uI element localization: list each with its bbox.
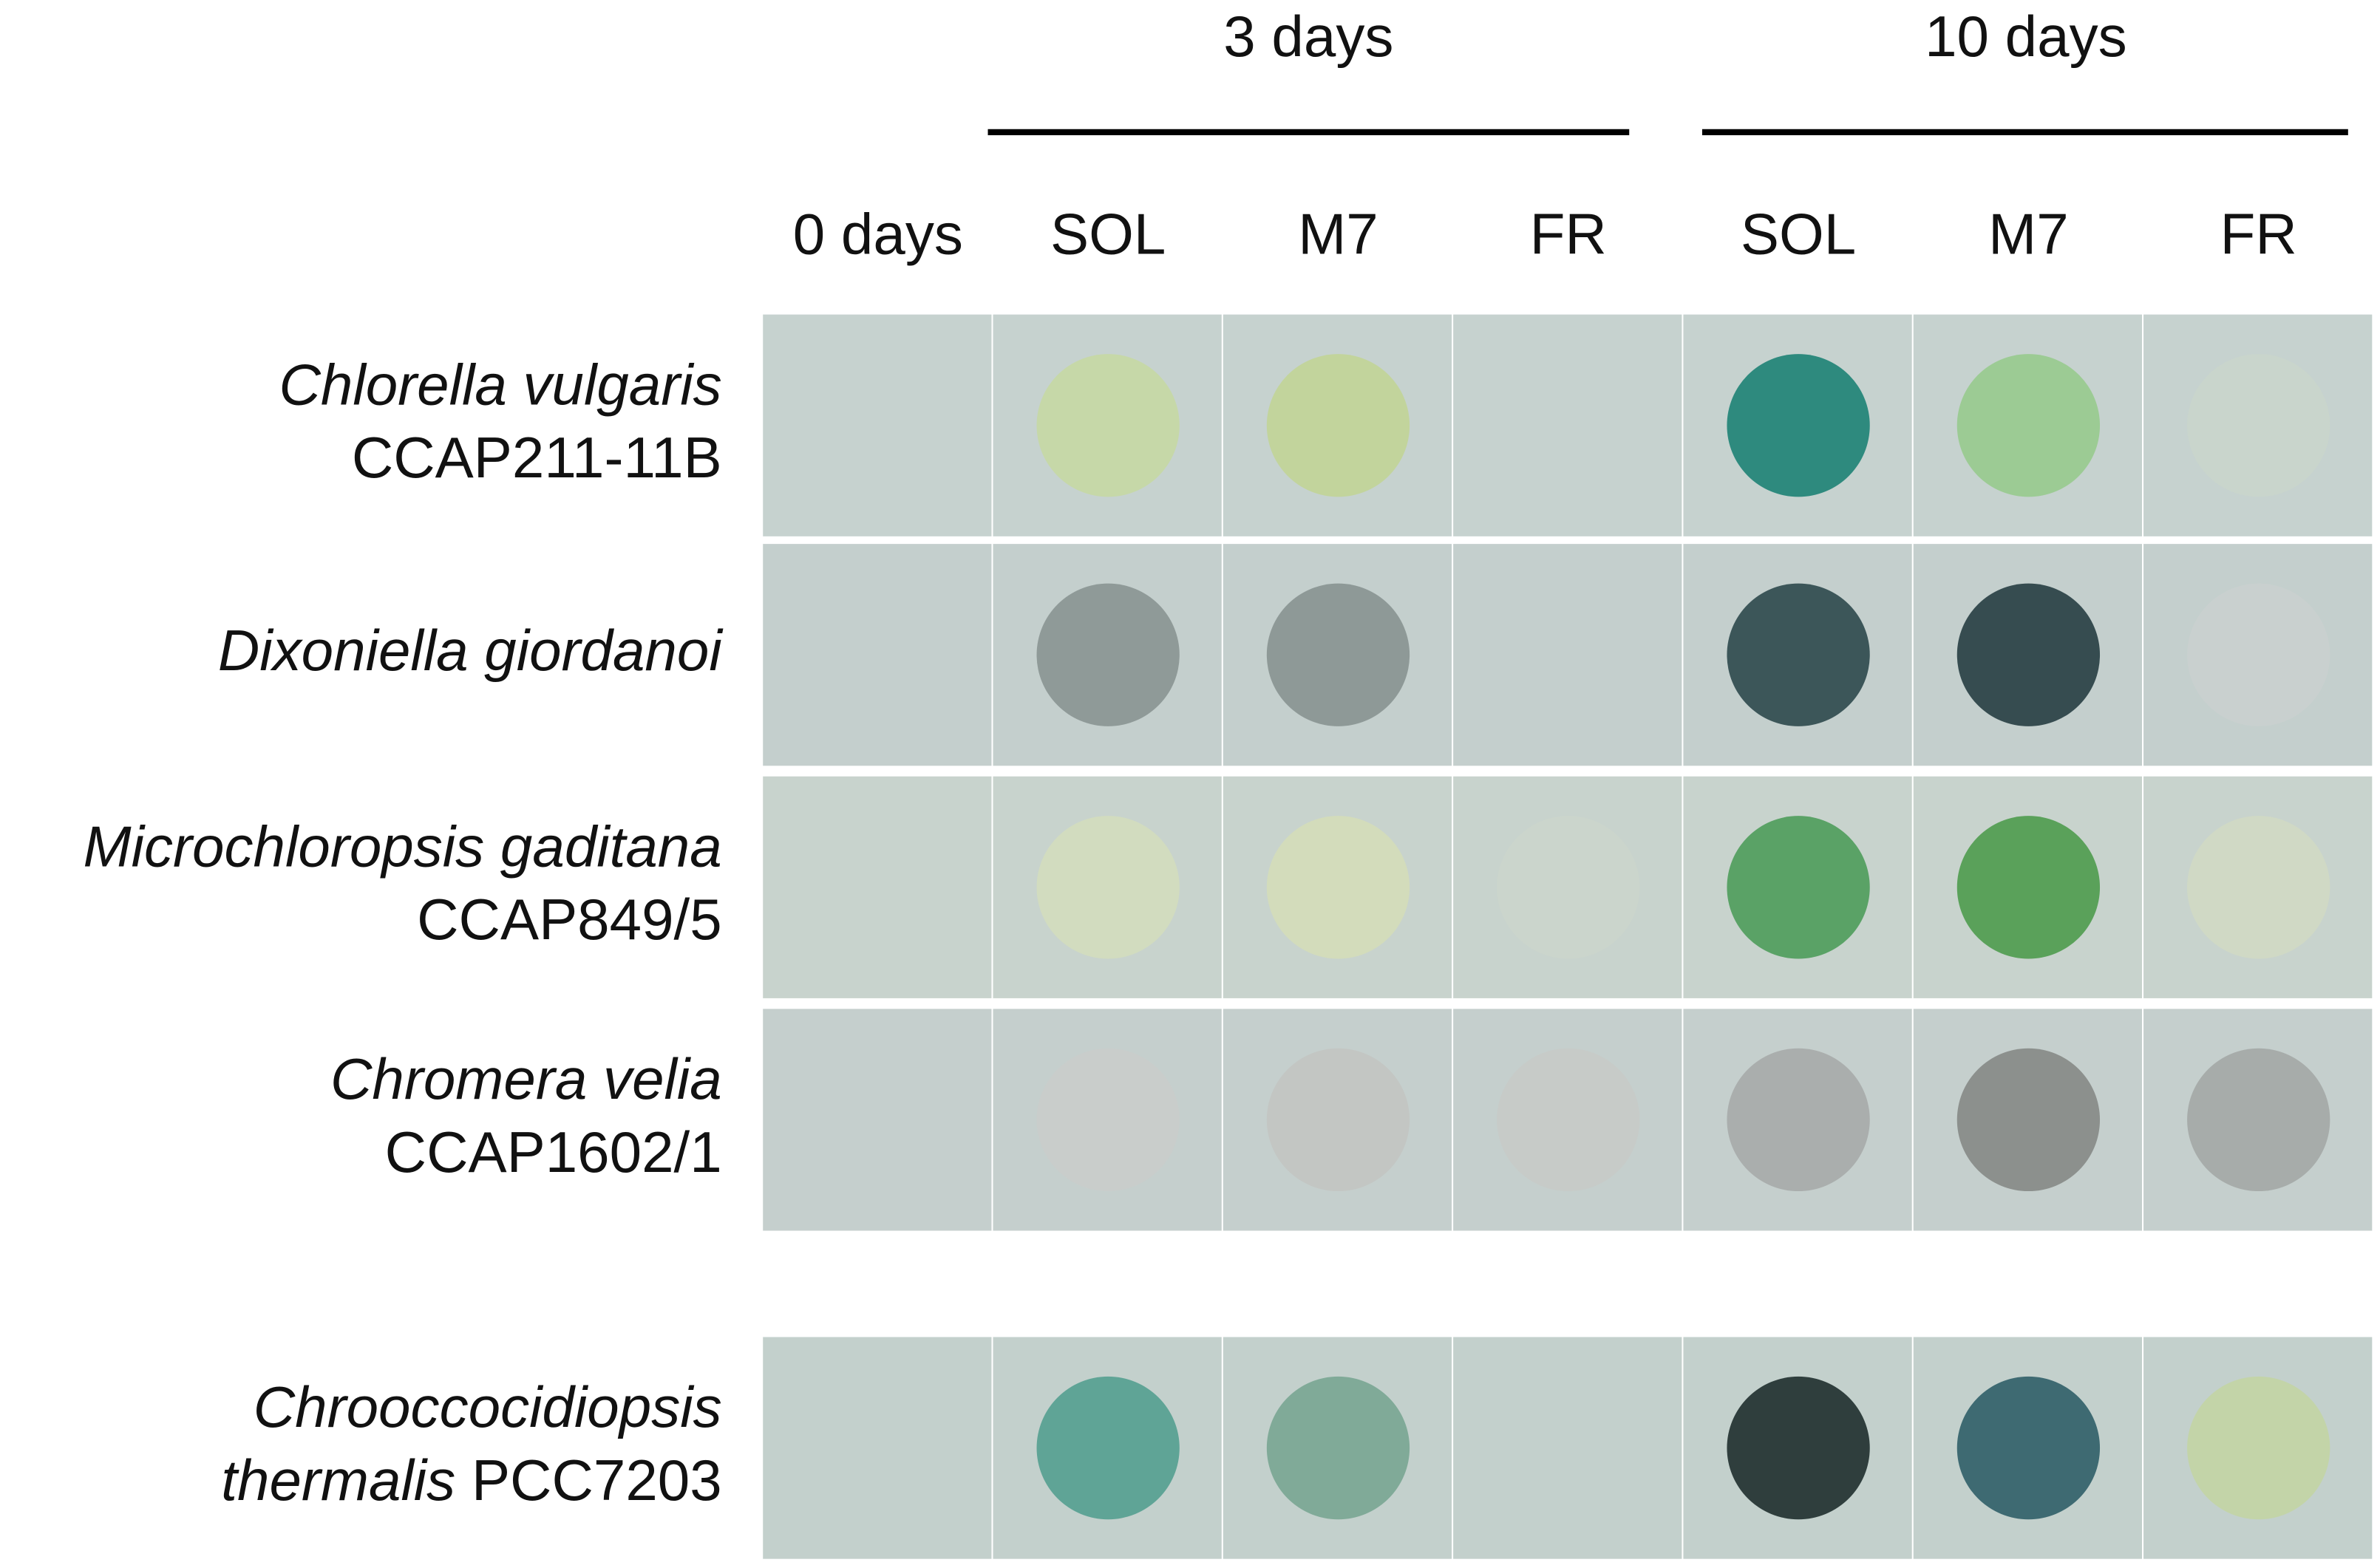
row-label: Dixoniella giordanoi (218, 618, 724, 683)
row-label-part: CCAP849/5 (417, 887, 722, 952)
plate-tile (763, 314, 992, 536)
colony-spot (2187, 816, 2330, 959)
colony-spot (1266, 1048, 1410, 1192)
colony-spot (1036, 583, 1180, 726)
plate-tile (763, 1009, 992, 1231)
colony-spot (1727, 1376, 1870, 1520)
row-label-part: Chlorella vulgaris (279, 352, 721, 417)
colony-spot (1266, 1376, 1410, 1520)
colony-spot (1956, 816, 2101, 959)
row-label-part: Microchloropsis gaditana (84, 814, 722, 879)
colony-spot (2187, 1048, 2330, 1192)
row-label: CCAP1602/1 (385, 1119, 722, 1184)
group-label: 10 days (1925, 4, 2127, 69)
row-label-part: CCAP211-11B (352, 425, 722, 490)
colony-spot (1266, 354, 1410, 497)
row-label: Chlorella vulgaris (279, 352, 721, 417)
plate-tile (763, 544, 992, 766)
colony-spot (2187, 354, 2330, 497)
colony-spot (1036, 816, 1180, 959)
column-label: FR (1530, 201, 1607, 266)
column-label: M7 (1298, 201, 1378, 266)
colony-spot (1497, 816, 1640, 959)
row-label: Chromera velia (330, 1046, 722, 1111)
colony-spot (1727, 1048, 1870, 1192)
column-label: FR (2220, 201, 2297, 266)
row-label: Chrooccocidiopsis (254, 1374, 722, 1439)
column-label: SOL (1741, 201, 1856, 266)
column-label: M7 (1988, 201, 2069, 266)
colony-spot (1956, 583, 2101, 726)
plate-tile (1453, 1337, 1682, 1559)
column-label: SOL (1050, 201, 1166, 266)
row-label: thermalis PCC7203 (221, 1448, 721, 1513)
row-label-part: Chromera velia (330, 1046, 722, 1111)
row-label-part: Chrooccocidiopsis (254, 1374, 722, 1439)
group-label: 3 days (1223, 4, 1393, 69)
colony-spot (1036, 1048, 1180, 1192)
colony-spot (1727, 354, 1870, 497)
colony-spot (1036, 354, 1180, 497)
colony-spot (1036, 1376, 1180, 1520)
colony-spot (2187, 1376, 2330, 1520)
colony-spot (2187, 583, 2330, 726)
row-label: CCAP211-11B (352, 425, 722, 490)
row-label-part: Dixoniella giordanoi (218, 618, 724, 683)
row-label-part: PCC7203 (455, 1448, 721, 1513)
colony-spot (1956, 1376, 2101, 1520)
colony-spot (1266, 816, 1410, 959)
row-label: Microchloropsis gaditana (84, 814, 722, 879)
colony-spot (1727, 816, 1870, 959)
column-label: 0 days (793, 201, 963, 266)
plate-tile (1453, 314, 1682, 536)
plate-tile (763, 776, 992, 998)
row-label: CCAP849/5 (417, 887, 722, 952)
colony-spot (1727, 583, 1870, 726)
plate-tile (763, 1337, 992, 1559)
colony-spot (1266, 583, 1410, 726)
row-label-part: CCAP1602/1 (385, 1119, 722, 1184)
plate-tile (1453, 544, 1682, 766)
colony-spot (1497, 1048, 1640, 1192)
colony-spot (1956, 1048, 2101, 1192)
colony-spot (1956, 354, 2101, 497)
row-label-part: thermalis (221, 1448, 455, 1513)
